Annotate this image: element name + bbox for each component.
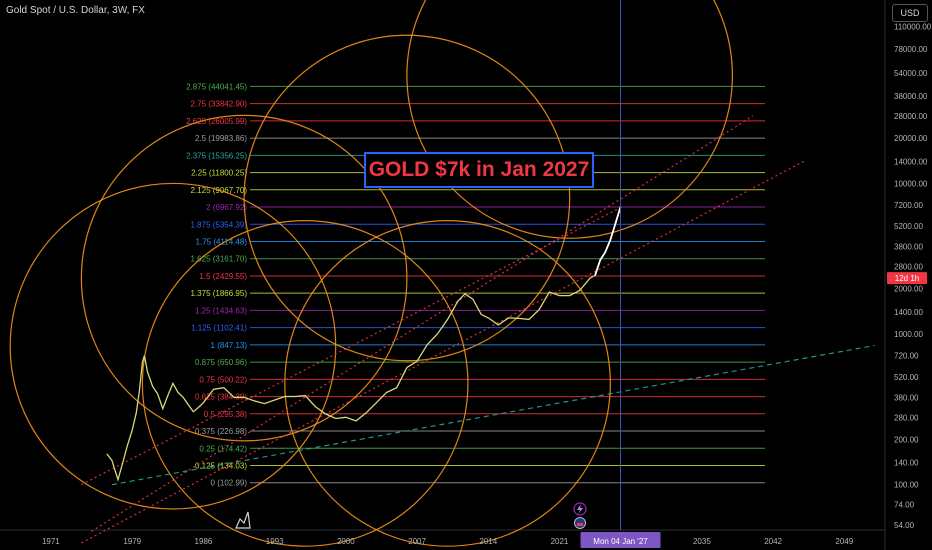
- lightning-event-icon: [573, 502, 587, 516]
- headline-annotation[interactable]: GOLD $7k in Jan 2027: [364, 152, 594, 188]
- time-tick-label: 1986: [195, 537, 213, 546]
- time-tick-label: 2014: [479, 537, 497, 546]
- price-tick-label: 20000.00: [894, 134, 928, 143]
- price-tick-label: 200.00: [894, 435, 919, 444]
- time-tick-label: 2000: [337, 537, 355, 546]
- price-tick-label: 5200.00: [894, 222, 923, 231]
- fib-level-label: 2.25 (11800.25): [191, 169, 247, 178]
- trend-line: [111, 344, 875, 486]
- trend-line: [81, 160, 804, 544]
- price-tick-label: 280.00: [894, 413, 919, 422]
- price-tick-label: 100.00: [894, 481, 919, 490]
- crosshair-date-badge: [580, 532, 661, 548]
- price-tick-label: 1000.00: [894, 330, 923, 339]
- price-tick-label: 38000.00: [894, 92, 928, 101]
- time-tick-label: 1993: [266, 537, 284, 546]
- gold-price-series: [106, 259, 601, 482]
- time-tick-label: 2021: [551, 537, 569, 546]
- price-tick-label: 110000.00: [894, 23, 932, 32]
- trend-line: [81, 207, 621, 486]
- tradingview-logo-icon: [235, 511, 251, 529]
- fib-level-label: 1.375 (1866.95): [191, 289, 248, 298]
- trend-line: [91, 115, 754, 532]
- fib-level-label: 0.625 (384.39): [195, 393, 247, 402]
- fib-level-label: 1.625 (3161.70): [191, 255, 248, 264]
- price-tick-label: 7200.00: [894, 201, 923, 210]
- fib-circle: [141, 220, 469, 547]
- price-tick-label: 1400.00: [894, 308, 923, 317]
- time-tick-label: 2035: [693, 537, 711, 546]
- price-tick-label: 3800.00: [894, 243, 923, 252]
- fib-circle: [406, 0, 733, 239]
- time-tick-label: 1979: [123, 537, 141, 546]
- fib-level-label: 1.125 (1102.41): [191, 324, 247, 333]
- fib-level-label: 1.25 (1434.63): [195, 306, 247, 315]
- time-tick-label: 1971: [42, 537, 60, 546]
- us-flag-stripe-icon: [577, 523, 583, 526]
- price-tick-label: 2000.00: [894, 285, 923, 294]
- fib-level-label: 0 (102.99): [211, 479, 248, 488]
- fib-circle: [80, 114, 408, 442]
- currency-button[interactable]: USD: [892, 4, 928, 22]
- price-tick-label: 10000.00: [894, 179, 928, 188]
- fib-circle: [9, 182, 337, 510]
- price-tick-label: 28000.00: [894, 112, 928, 121]
- lightning-glyph-icon: [577, 504, 583, 514]
- symbol-title: Gold Spot / U.S. Dollar, 3W, FX: [6, 5, 145, 16]
- fib-level-label: 1.875 (5354.39): [191, 220, 248, 229]
- fib-level-label: 1.75 (4114.48): [196, 237, 248, 246]
- price-countdown-badge: [887, 272, 927, 285]
- fib-level-label: 0.5 (295.38): [204, 410, 247, 419]
- price-tick-label: 74.00: [894, 500, 915, 509]
- price-tick-label: 520.00: [894, 373, 919, 382]
- fib-level-label: 2.375 (15356.25): [186, 151, 247, 160]
- fib-level-label: 1 (847.13): [211, 341, 248, 350]
- fib-level-label: 1.5 (2429.55): [199, 272, 247, 281]
- price-tick-label: 54000.00: [894, 69, 928, 78]
- price-tick-label: 14000.00: [894, 157, 928, 166]
- price-tick-label: 140.00: [894, 459, 919, 468]
- fib-level-label: 2.875 (44041.45): [186, 82, 247, 91]
- fib-level-label: 0.75 (500.22): [199, 375, 247, 384]
- crosshair-date-label: Mon 04 Jan '27: [593, 537, 648, 546]
- gold-projection-line: [594, 206, 622, 276]
- price-tick-label: 720.00: [894, 352, 919, 361]
- fib-level-label: 0.375 (226.98): [195, 427, 247, 436]
- price-countdown-label: 12d 1h: [895, 274, 919, 283]
- price-tick-label: 78000.00: [894, 45, 928, 54]
- fib-level-label: 2.625 (26005.99): [186, 117, 247, 126]
- time-tick-label: 2049: [835, 537, 853, 546]
- fib-level-label: 2.5 (19983.86): [195, 134, 247, 143]
- fib-level-label: 0.875 (650.96): [195, 358, 247, 367]
- price-tick-label: 54.00: [894, 521, 915, 530]
- fib-circle: [243, 34, 571, 362]
- time-tick-label: 2007: [408, 537, 426, 546]
- price-tick-label: 2800.00: [894, 263, 923, 272]
- fib-level-label: 2.75 (33842.90): [191, 100, 248, 109]
- price-tick-label: 380.00: [894, 393, 919, 402]
- fib-level-label: 2 (6967.92): [206, 203, 247, 212]
- fib-level-label: 0.125 (134.03): [195, 461, 247, 470]
- fib-circle: [284, 220, 611, 547]
- time-tick-label: 2042: [764, 537, 782, 546]
